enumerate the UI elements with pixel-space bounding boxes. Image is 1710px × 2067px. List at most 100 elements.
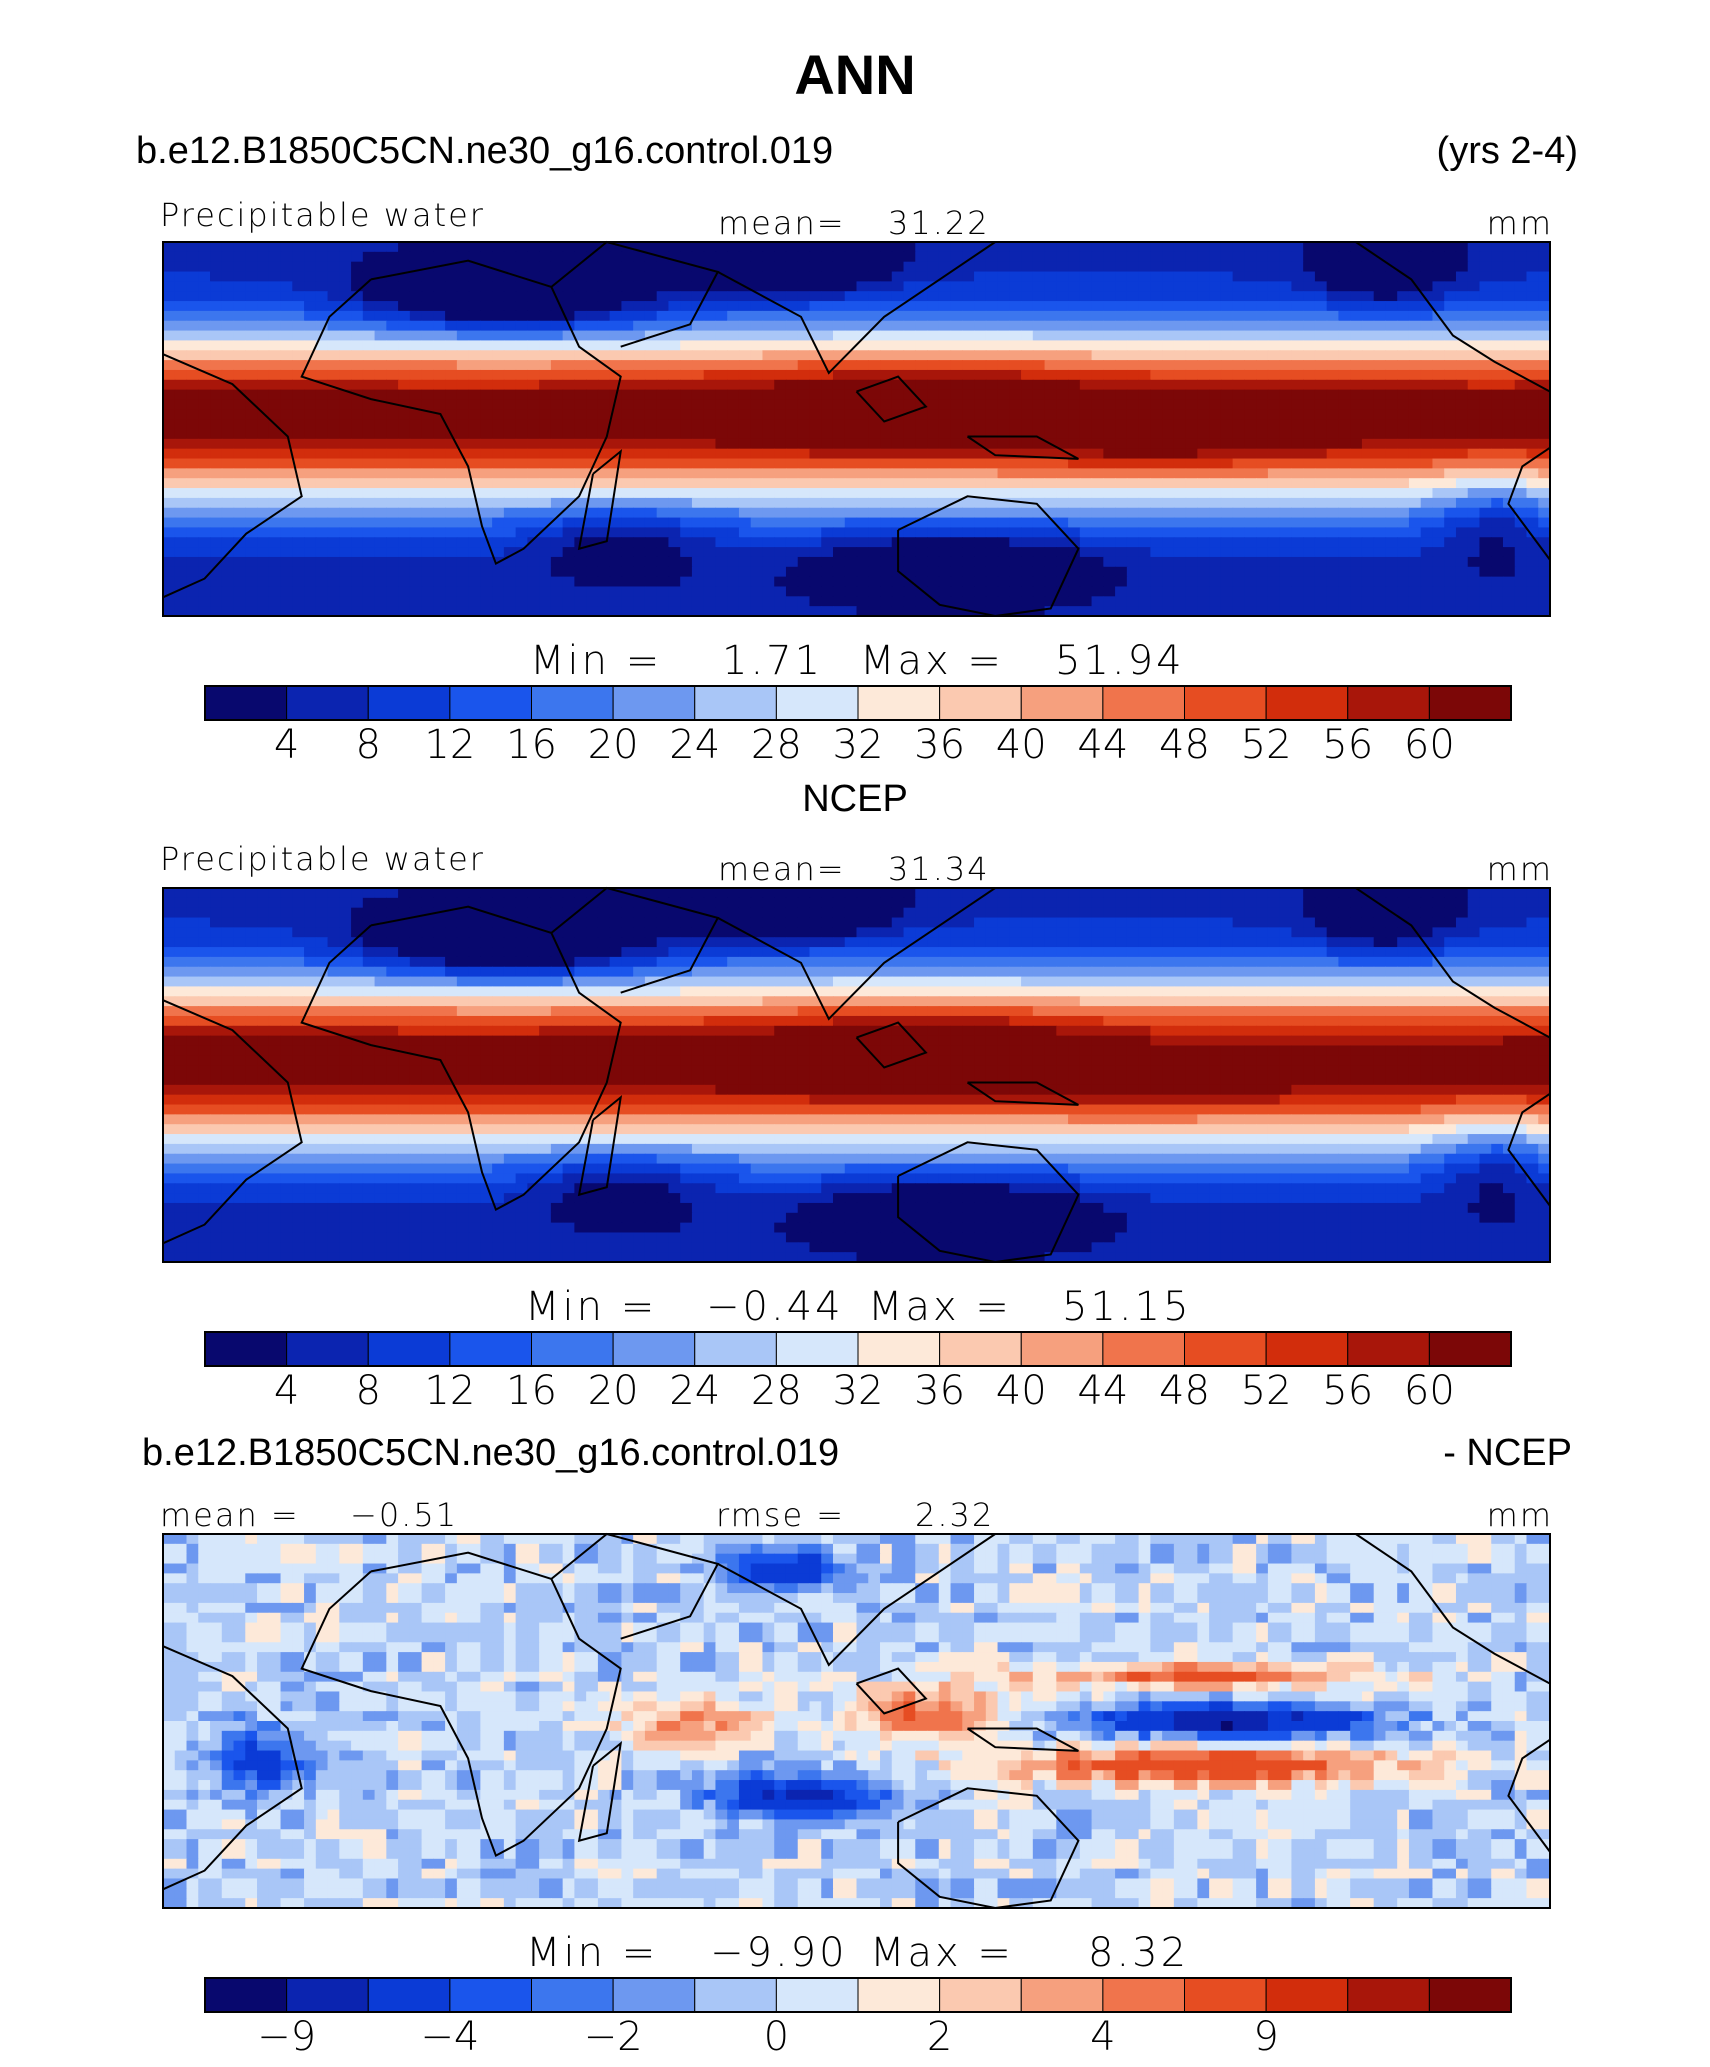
colorbar-2-bin-12 (1184, 1331, 1267, 1367)
colorbar-2-tick-label: 32 (832, 1368, 884, 1414)
colorbar-2-tick-label: 24 (669, 1368, 721, 1414)
colorbar-1-bin-8 (857, 685, 941, 721)
colorbar-2-tick-label: 52 (1240, 1368, 1292, 1414)
colorbar-1-bin-6 (694, 685, 777, 721)
panel1-mean-value: 31.22 (888, 204, 990, 242)
coastlines-2 (162, 886, 1551, 1264)
panel3-min-label: Min = (526, 1930, 659, 1976)
colorbar-1-bin-13 (1265, 685, 1349, 721)
colorbar-2-bin-6 (694, 1331, 777, 1367)
coastline-1-8 (1355, 241, 1551, 393)
colorbar-2-tick-label: 4 (273, 1368, 300, 1414)
panel3-max-label: Max = (870, 1930, 1014, 1976)
map-frame-2 (162, 887, 1551, 1263)
colorbar-2-tick-label: 48 (1159, 1368, 1210, 1414)
coastlines-3 (162, 1532, 1551, 1910)
colorbar-3-bin-7 (775, 1977, 859, 2013)
colorbar-1-bin-0 (204, 685, 288, 721)
colorbar-2-bin-8 (857, 1331, 941, 1367)
colorbar-2-bin-0 (204, 1331, 288, 1367)
colorbar-2-bin-10 (1020, 1331, 1104, 1367)
colorbar-3-bin-2 (367, 1977, 451, 2013)
coastline-3-1 (162, 1645, 303, 1891)
coastline-3-5 (577, 1740, 623, 1843)
colorbar-2-tick-label: 44 (1077, 1368, 1129, 1414)
colorbar-3-bin-10 (1020, 1977, 1104, 2013)
colorbar-1-bin-12 (1184, 685, 1267, 721)
obs-name-label: NCEP (802, 778, 908, 820)
colorbar-2-tick-label: 60 (1403, 1368, 1455, 1414)
colorbar-2-tick-label: 56 (1322, 1368, 1374, 1414)
colorbar-1-bin-10 (1020, 685, 1104, 721)
map-panel-3 (162, 1532, 1551, 1910)
colorbar-2-bin-15 (1428, 1331, 1512, 1367)
colorbar-1-tick-label: 36 (914, 722, 966, 768)
colorbar-3 (204, 1977, 1512, 2013)
colorbar-3-bin-15 (1428, 1977, 1512, 2013)
years-label: (yrs 2-4) (1436, 130, 1578, 172)
panel2-max-value: 51.15 (1062, 1284, 1192, 1330)
panel2-units: mm (1486, 850, 1553, 888)
colorbar-1-tick-label: 60 (1403, 722, 1455, 768)
coastline-3-6 (855, 1667, 928, 1715)
colorbar-1-tick-label: 20 (587, 722, 639, 768)
colorbar-1-bin-11 (1102, 685, 1186, 721)
colorbar-1-tick-label: 16 (506, 722, 557, 768)
panel2-max-label: Max = (868, 1284, 1012, 1330)
map-panel-1 (162, 240, 1551, 618)
colorbar-1-bin-7 (775, 685, 859, 721)
colorbar-3-tick-label: −4 (420, 2014, 480, 2060)
colorbar-2-bin-4 (531, 1331, 614, 1367)
diff-suffix-label: - NCEP (1443, 1432, 1572, 1474)
panel1-mean-label: mean= (718, 204, 846, 242)
colorbar-1-tick-label: 4 (273, 722, 300, 768)
colorbar-1-tick-label: 32 (832, 722, 884, 768)
panel3-rmse-value: 2.32 (915, 1496, 995, 1534)
panel2-mean-value: 31.34 (888, 850, 990, 888)
colorbar-1-bin-2 (367, 685, 451, 721)
coastline-2-3 (717, 887, 996, 1021)
colorbar-3-tick-label: −2 (583, 2014, 643, 2060)
colorbar-2-tick-label: 40 (995, 1368, 1047, 1414)
colorbar-1-tick-label: 48 (1159, 722, 1210, 768)
colorbar-1-bin-5 (612, 685, 696, 721)
coastline-1-5 (577, 448, 623, 551)
panel3-mean-label: mean = (160, 1496, 300, 1534)
coastline-2-7 (966, 1081, 1079, 1106)
colorbar-2-bin-3 (449, 1331, 533, 1367)
colorbar-1-tick-label: 8 (355, 722, 381, 768)
colorbar-2-tick-label: 8 (355, 1368, 381, 1414)
colorbar-frame-3 (204, 1977, 1512, 2013)
colorbar-3-bin-4 (531, 1977, 614, 2013)
diff-case-name-label: b.e12.B1850C5CN.ne30_g16.control.019 (142, 1432, 840, 1474)
colorbar-3-tick-label: −9 (257, 2014, 317, 2060)
panel1-max-label: Max = (860, 638, 1004, 684)
colorbar-1 (204, 685, 1512, 721)
coastline-3-3 (717, 1533, 996, 1667)
colorbar-2 (204, 1331, 1512, 1367)
coastlines-1 (162, 240, 1551, 618)
panel3-units: mm (1486, 1496, 1553, 1534)
colorbar-1-tick-label: 52 (1240, 722, 1292, 768)
panel3-min-value: −9.90 (710, 1930, 848, 1976)
figure-title: ANN (794, 43, 916, 106)
colorbar-3-bin-3 (449, 1977, 533, 2013)
coastline-2-4 (897, 1141, 1080, 1264)
colorbar-2-tick-label: 16 (506, 1368, 557, 1414)
colorbar-3-tick-label: 9 (1253, 2014, 1279, 2060)
map-frame-3 (162, 1533, 1551, 1909)
colorbar-3-tick-label: 0 (763, 2014, 790, 2060)
panel1-variable-label: Precipitable water (160, 196, 485, 234)
panel2-variable-label: Precipitable water (160, 840, 485, 878)
coastline-2-8 (1355, 887, 1551, 1039)
colorbar-frame-1 (204, 685, 1512, 721)
coastline-1-3 (717, 241, 996, 375)
colorbar-1-tick-label: 40 (995, 722, 1047, 768)
colorbar-3-bin-12 (1184, 1977, 1267, 2013)
coastline-2-6 (855, 1021, 928, 1069)
colorbar-2-tick-label: 28 (750, 1368, 802, 1414)
coastline-3-8 (1355, 1533, 1551, 1685)
colorbar-2-bin-13 (1265, 1331, 1349, 1367)
colorbar-3-bin-13 (1265, 1977, 1349, 2013)
colorbar-3-bin-11 (1102, 1977, 1186, 2013)
